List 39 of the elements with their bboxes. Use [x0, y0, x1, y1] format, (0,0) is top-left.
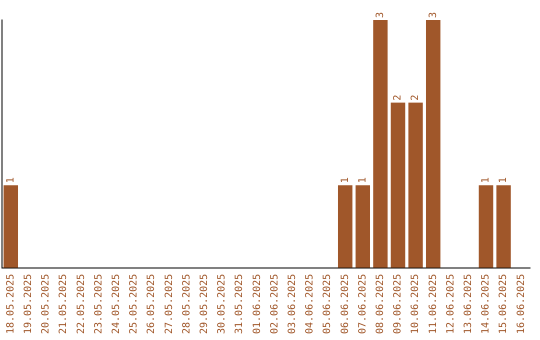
- x-tick-label: 09.06.2025: [392, 274, 404, 334]
- x-tick-label: 16.06.2025: [516, 274, 527, 334]
- x-tick-label: 02.06.2025: [269, 274, 280, 334]
- x-tick-label: 07.06.2025: [357, 274, 368, 334]
- x-tick-label: 27.05.2025: [164, 274, 175, 334]
- x-tick-label: 31.05.2025: [234, 274, 246, 334]
- x-tick-label: 18.05.2025: [5, 274, 16, 334]
- x-tick-label: 12.06.2025: [445, 274, 456, 334]
- x-tick-label: 28.05.2025: [181, 274, 192, 334]
- data-label: 3: [374, 12, 386, 18]
- data-label: 2: [392, 94, 404, 101]
- x-tick-label: 30.05.2025: [216, 274, 228, 334]
- x-tick-label: 23.05.2025: [93, 274, 104, 334]
- x-tick-label: 10.06.2025: [410, 274, 422, 334]
- x-tick-label: 06.06.2025: [340, 274, 351, 334]
- x-tick-label: 21.05.2025: [58, 274, 70, 334]
- x-tick-label: 08.06.2025: [374, 274, 386, 334]
- x-tick-label: 11.06.2025: [428, 274, 439, 334]
- x-tick-label: 15.06.2025: [498, 274, 510, 334]
- x-tick-label: 04.06.2025: [304, 274, 316, 334]
- data-label: 1: [340, 177, 351, 184]
- x-tick-label: 26.05.2025: [146, 274, 158, 334]
- x-tick-label: 13.06.2025: [462, 274, 474, 334]
- x-tick-label: 25.05.2025: [128, 274, 140, 334]
- data-label: 2: [410, 94, 422, 101]
- x-tick-label: 03.06.2025: [286, 274, 298, 334]
- x-tick-label: 29.05.2025: [198, 274, 210, 334]
- x-tick-label: 19.05.2025: [22, 274, 34, 334]
- x-tick-label: 05.06.2025: [322, 274, 334, 334]
- x-tick-label: 14.06.2025: [480, 274, 492, 334]
- data-label: 1: [480, 177, 492, 184]
- x-tick-label: 01.06.2025: [252, 274, 263, 334]
- data-label: 3: [428, 12, 439, 18]
- x-tick-label: 24.05.2025: [110, 274, 122, 334]
- data-label: 1: [5, 177, 16, 184]
- x-tick-label: 22.05.2025: [76, 274, 87, 334]
- x-tick-label: 20.05.2025: [40, 274, 52, 334]
- data-label: 1: [357, 177, 368, 184]
- data-label: 1: [498, 177, 510, 184]
